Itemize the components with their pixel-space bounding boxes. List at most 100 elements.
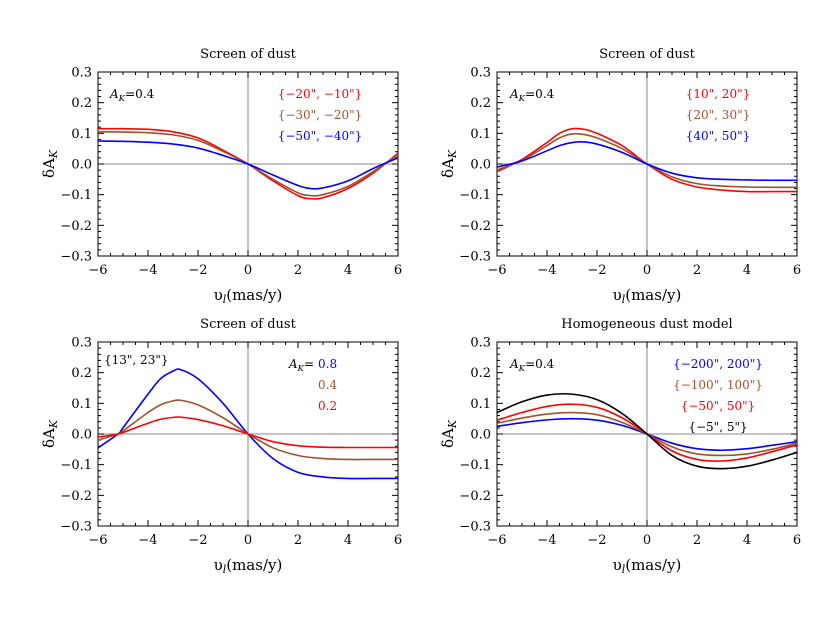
y-axis-label: δAK bbox=[439, 419, 459, 448]
series-group bbox=[497, 392, 797, 470]
y-tick-label: 0.2 bbox=[71, 96, 92, 111]
chart-title: Screen of dust bbox=[200, 317, 296, 332]
y-tick-label: 0.2 bbox=[470, 366, 491, 381]
chart-panel-4: −6 −4 −2 0 2 4 6 −0.3 −0.2 −0.1 0.0 0.1 0.2 0.3 Homoge… bbox=[439, 317, 801, 576]
y-tick-label: −0.2 bbox=[60, 489, 92, 504]
series-group bbox=[98, 127, 398, 200]
series-line bbox=[497, 127, 797, 193]
x-tick-label: 6 bbox=[394, 263, 402, 278]
series-group bbox=[497, 127, 797, 193]
x-tick-label: −2 bbox=[587, 263, 606, 278]
y-tick-label: 0.0 bbox=[71, 428, 92, 443]
legend-entry: {−50", −40"} bbox=[278, 129, 363, 143]
y-tick-label: 0.0 bbox=[470, 428, 491, 443]
legend-entry: {−5", 5"} bbox=[688, 420, 747, 434]
series-group bbox=[98, 368, 398, 480]
y-tick-label: 0.3 bbox=[71, 66, 92, 81]
y-tick-label: −0.3 bbox=[459, 250, 491, 265]
y-tick-label: 0.1 bbox=[470, 397, 491, 412]
chart-panel-3: −6 −4 −2 0 2 4 6 −0.3 −0.2 −0.1 0.0 0.1 0.2 0.3 Screen… bbox=[40, 317, 402, 576]
legend-entry: 0.8 bbox=[318, 357, 337, 371]
series-line bbox=[98, 399, 398, 461]
x-tick-label: −2 bbox=[188, 533, 207, 548]
legend-entry: {−20", −10"} bbox=[278, 87, 363, 101]
y-tick-label: 0.0 bbox=[470, 158, 491, 173]
y-tick-label: 0.2 bbox=[470, 96, 491, 111]
x-axis-label: υl(mas/y) bbox=[613, 286, 682, 306]
x-tick-label: 6 bbox=[394, 533, 402, 548]
legend-entry: {10", 20"} bbox=[686, 87, 750, 101]
chart-panel-1: −6 −4 −2 0 2 4 6 −0.3 −0.2 −0.1 0.0 0.1 0.2 0.3 Screen… bbox=[40, 47, 402, 306]
y-axis-label: δAK bbox=[40, 149, 60, 178]
chart-title: Homogeneous dust model bbox=[561, 317, 732, 332]
x-tick-label: 6 bbox=[793, 533, 801, 548]
x-tick-label: −4 bbox=[537, 263, 556, 278]
chart-panel-2: −6 −4 −2 0 2 4 6 −0.3 −0.2 −0.1 0.0 0.1 0.2 0.3 Screen… bbox=[439, 47, 801, 306]
legend-entry: {20", 30"} bbox=[686, 108, 750, 122]
y-tick-label: −0.3 bbox=[60, 520, 92, 535]
y-tick-label: 0.2 bbox=[71, 366, 92, 381]
x-tick-label: 4 bbox=[344, 533, 352, 548]
legend-entry: {−30", −20"} bbox=[278, 108, 363, 122]
y-tick-label: −0.3 bbox=[60, 250, 92, 265]
x-tick-label: 4 bbox=[344, 263, 352, 278]
legend-entry: {−50", 50"} bbox=[681, 399, 756, 413]
y-tick-label: 0.1 bbox=[470, 127, 491, 142]
series-line bbox=[497, 392, 797, 470]
x-tick-label: −6 bbox=[487, 533, 506, 548]
y-tick-label: 0.3 bbox=[71, 336, 92, 351]
x-tick-label: 0 bbox=[244, 533, 252, 548]
y-tick-label: −0.1 bbox=[459, 458, 491, 473]
x-tick-label: −6 bbox=[88, 263, 107, 278]
x-tick-label: 2 bbox=[693, 263, 701, 278]
x-tick-label: −6 bbox=[487, 263, 506, 278]
series-line bbox=[497, 141, 797, 182]
series-line bbox=[98, 140, 398, 190]
x-tick-label: −4 bbox=[138, 263, 157, 278]
x-tick-label: −4 bbox=[537, 533, 556, 548]
y-tick-label: −0.2 bbox=[459, 489, 491, 504]
series-line bbox=[98, 368, 398, 480]
series-line bbox=[98, 131, 398, 197]
x-tick-label: −6 bbox=[88, 533, 107, 548]
y-tick-label: 0.3 bbox=[470, 336, 491, 351]
y-tick-label: −0.1 bbox=[60, 188, 92, 203]
x-tick-label: −4 bbox=[138, 533, 157, 548]
legend-entry: {−100", 100"} bbox=[673, 378, 763, 392]
x-tick-label: 0 bbox=[244, 263, 252, 278]
x-tick-label: 0 bbox=[643, 533, 651, 548]
y-tick-label: −0.2 bbox=[459, 219, 491, 234]
x-tick-label: 2 bbox=[294, 533, 302, 548]
x-axis-label: υl(mas/y) bbox=[214, 286, 283, 306]
chart-title: Screen of dust bbox=[200, 47, 296, 62]
x-tick-label: 2 bbox=[693, 533, 701, 548]
x-tick-label: −2 bbox=[188, 263, 207, 278]
series-line bbox=[497, 132, 797, 189]
series-line bbox=[98, 416, 398, 449]
x-tick-label: 0 bbox=[643, 263, 651, 278]
x-tick-label: 2 bbox=[294, 263, 302, 278]
annotation-ak: AK=0.4 bbox=[509, 87, 555, 104]
y-tick-label: 0.1 bbox=[71, 127, 92, 142]
legend-entry: {40", 50"} bbox=[686, 129, 750, 143]
y-tick-label: −0.3 bbox=[459, 520, 491, 535]
x-tick-label: 4 bbox=[743, 263, 751, 278]
chart-title: Screen of dust bbox=[599, 47, 695, 62]
y-tick-label: −0.1 bbox=[459, 188, 491, 203]
x-tick-label: −2 bbox=[587, 533, 606, 548]
x-tick-label: 6 bbox=[793, 263, 801, 278]
x-tick-label: 4 bbox=[743, 533, 751, 548]
legend-entry: 0.4 bbox=[318, 378, 337, 392]
y-tick-label: −0.1 bbox=[60, 458, 92, 473]
y-tick-label: 0.3 bbox=[470, 66, 491, 81]
legend-entry: 0.2 bbox=[318, 399, 337, 413]
y-tick-label: 0.1 bbox=[71, 397, 92, 412]
x-axis-label: υl(mas/y) bbox=[214, 556, 283, 576]
y-tick-label: −0.2 bbox=[60, 219, 92, 234]
x-axis-label: υl(mas/y) bbox=[613, 556, 682, 576]
legend-prefix: AK= bbox=[288, 357, 314, 374]
annotation-range: {13", 23"} bbox=[104, 353, 168, 367]
legend-entry: {−200", 200"} bbox=[673, 357, 763, 371]
annotation-ak: AK=0.4 bbox=[109, 87, 155, 104]
